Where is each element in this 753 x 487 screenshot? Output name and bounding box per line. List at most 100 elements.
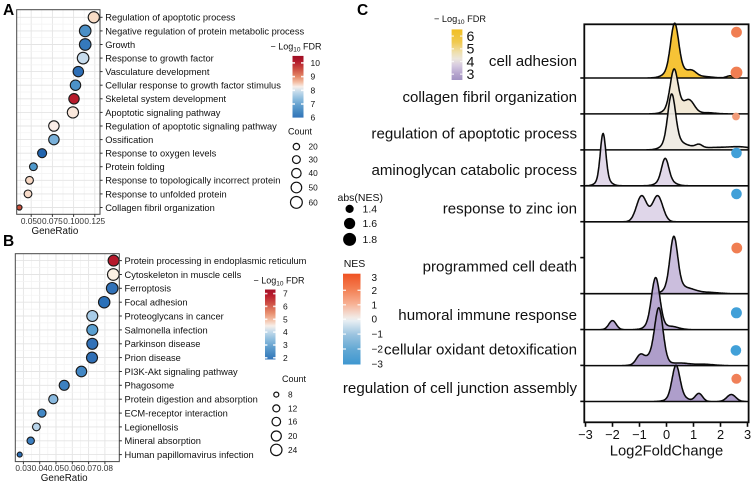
svg-text:abs(NES): abs(NES) xyxy=(338,192,384,204)
svg-text:−3: −3 xyxy=(372,360,384,371)
svg-text:7: 7 xyxy=(311,99,316,109)
svg-text:Apoptotic signaling pathway: Apoptotic signaling pathway xyxy=(105,108,221,118)
svg-text:0.03: 0.03 xyxy=(15,463,32,473)
svg-text:20: 20 xyxy=(309,142,319,152)
svg-text:12: 12 xyxy=(288,403,298,413)
svg-text:Salmonella infection: Salmonella infection xyxy=(125,325,208,335)
svg-text:Count: Count xyxy=(288,127,313,137)
svg-text:1.4: 1.4 xyxy=(363,204,378,216)
svg-text:−2: −2 xyxy=(605,427,620,442)
svg-text:5: 5 xyxy=(467,42,475,58)
svg-text:Protein digestion and absorpti: Protein digestion and absorption xyxy=(125,395,258,405)
svg-text:Phagosome: Phagosome xyxy=(125,381,175,391)
svg-text:0.05: 0.05 xyxy=(48,463,65,473)
svg-text:Response to oxygen levels: Response to oxygen levels xyxy=(105,149,216,159)
svg-text:GeneRatio: GeneRatio xyxy=(41,473,88,482)
svg-text:Mineral absorption: Mineral absorption xyxy=(125,436,201,446)
svg-text:Collagen fibril organization: Collagen fibril organization xyxy=(105,203,215,213)
svg-text:cellular oxidant detoxificatio: cellular oxidant detoxification xyxy=(384,342,577,359)
svg-text:1.8: 1.8 xyxy=(363,234,378,246)
svg-text:24: 24 xyxy=(288,445,298,455)
svg-text:Prion disease: Prion disease xyxy=(125,353,181,363)
svg-text:3: 3 xyxy=(744,427,751,442)
svg-text:0.100: 0.100 xyxy=(63,216,84,226)
svg-text:5: 5 xyxy=(283,314,288,324)
svg-text:Log2FoldChange: Log2FoldChange xyxy=(610,444,724,460)
svg-text:Response to unfolded protein: Response to unfolded protein xyxy=(105,189,226,199)
svg-text:3: 3 xyxy=(283,340,288,350)
svg-text:Response to topologically inco: Response to topologically incorrect prot… xyxy=(105,176,280,186)
svg-text:cell adhesion: cell adhesion xyxy=(489,53,577,70)
svg-text:0.08: 0.08 xyxy=(97,463,114,473)
svg-text:Protein processing in endoplas: Protein processing in endoplasmic reticu… xyxy=(125,256,307,266)
svg-text:0.06: 0.06 xyxy=(64,463,81,473)
svg-text:response to zinc ion: response to zinc ion xyxy=(443,201,577,218)
svg-text:B: B xyxy=(3,233,14,250)
svg-text:GeneRatio: GeneRatio xyxy=(31,226,78,237)
svg-text:50: 50 xyxy=(309,183,319,193)
svg-text:Human papillomavirus infection: Human papillomavirus infection xyxy=(125,450,254,460)
svg-text:−2: −2 xyxy=(372,345,384,356)
svg-text:Vasculature development: Vasculature development xyxy=(105,67,210,77)
svg-text:− Log10 FDR: − Log10 FDR xyxy=(253,276,305,288)
svg-text:3: 3 xyxy=(372,273,378,284)
svg-text:0: 0 xyxy=(372,315,378,326)
svg-text:programmed cell death: programmed cell death xyxy=(423,259,577,276)
svg-text:8: 8 xyxy=(311,85,316,95)
svg-text:Proteoglycans in cancer: Proteoglycans in cancer xyxy=(125,311,224,321)
svg-text:PI3K-Akt signaling pathway: PI3K-Akt signaling pathway xyxy=(125,367,239,377)
svg-text:1: 1 xyxy=(690,427,697,442)
svg-text:collagen fibril organization: collagen fibril organization xyxy=(402,89,577,106)
svg-text:Growth: Growth xyxy=(105,40,135,50)
svg-text:Cytoskeleton in muscle cells: Cytoskeleton in muscle cells xyxy=(125,270,242,280)
svg-text:20: 20 xyxy=(288,431,298,441)
svg-text:Regulation of apoptotic proces: Regulation of apoptotic process xyxy=(105,13,236,23)
svg-text:A: A xyxy=(3,2,14,19)
svg-text:2: 2 xyxy=(283,353,288,363)
svg-text:6: 6 xyxy=(311,113,316,123)
svg-text:aminoglycan catabolic process: aminoglycan catabolic process xyxy=(371,162,577,179)
svg-text:0.125: 0.125 xyxy=(84,216,105,226)
svg-text:− Log10 FDR: − Log10 FDR xyxy=(270,42,322,54)
svg-text:0.07: 0.07 xyxy=(81,463,98,473)
svg-text:−1: −1 xyxy=(632,427,647,442)
svg-text:− Log10 FDR: − Log10 FDR xyxy=(434,14,486,26)
svg-text:7: 7 xyxy=(283,289,288,299)
svg-text:40: 40 xyxy=(309,168,319,178)
svg-text:regulation of apoptotic proces: regulation of apoptotic process xyxy=(371,126,577,143)
svg-text:Count: Count xyxy=(282,374,307,384)
svg-text:NES: NES xyxy=(344,258,366,270)
svg-text:Focal adhesion: Focal adhesion xyxy=(125,298,188,308)
svg-text:Skeletal system development: Skeletal system development xyxy=(105,94,226,104)
svg-text:regulation of cell junction as: regulation of cell junction assembly xyxy=(343,380,578,397)
svg-text:1: 1 xyxy=(372,300,378,311)
svg-text:0.04: 0.04 xyxy=(32,463,49,473)
svg-text:0.075: 0.075 xyxy=(42,216,63,226)
svg-text:0.050: 0.050 xyxy=(21,216,42,226)
svg-text:Response to growth factor: Response to growth factor xyxy=(105,54,214,64)
svg-text:16: 16 xyxy=(288,417,298,427)
svg-text:Cellular response to growth fa: Cellular response to growth factor stimu… xyxy=(105,81,281,91)
svg-text:2: 2 xyxy=(372,286,378,297)
svg-text:4: 4 xyxy=(283,327,288,337)
svg-text:60: 60 xyxy=(309,197,319,207)
svg-text:10: 10 xyxy=(311,58,321,68)
svg-text:6: 6 xyxy=(283,301,288,311)
svg-text:1.6: 1.6 xyxy=(363,218,378,230)
svg-text:Legionellosis: Legionellosis xyxy=(125,422,179,432)
svg-text:Ferroptosis: Ferroptosis xyxy=(125,284,172,294)
svg-text:2: 2 xyxy=(717,427,724,442)
svg-text:ECM-receptor interaction: ECM-receptor interaction xyxy=(125,409,228,419)
svg-text:8: 8 xyxy=(288,390,293,400)
svg-text:Negative regulation of protein: Negative regulation of protein metabolic… xyxy=(105,26,304,36)
svg-text:4: 4 xyxy=(467,54,475,70)
svg-text:3: 3 xyxy=(467,67,475,83)
svg-text:Parkinson disease: Parkinson disease xyxy=(125,339,201,349)
svg-text:C: C xyxy=(357,2,368,19)
svg-text:−3: −3 xyxy=(578,427,593,442)
svg-text:6: 6 xyxy=(467,29,475,45)
svg-text:Ossification: Ossification xyxy=(105,135,153,145)
svg-text:9: 9 xyxy=(311,72,316,82)
svg-text:−1: −1 xyxy=(372,330,384,341)
svg-text:30: 30 xyxy=(309,155,319,165)
